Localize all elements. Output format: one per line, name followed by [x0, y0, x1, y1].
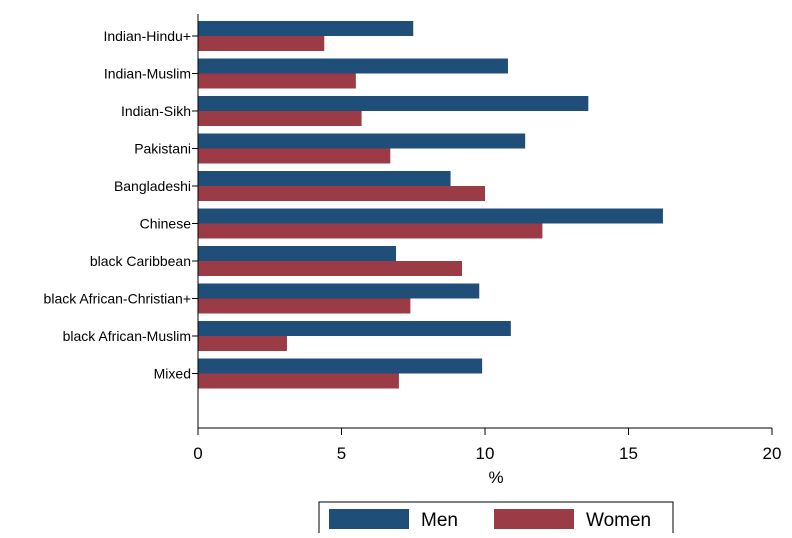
x-tick-label: 5	[337, 444, 346, 463]
x-tick-label: 0	[193, 444, 202, 463]
category-label: Mixed	[154, 366, 191, 382]
bar-women-0	[198, 36, 325, 51]
bar-women-5	[198, 223, 543, 239]
legend-label-men: Men	[421, 510, 458, 531]
x-tick-label: 20	[763, 444, 782, 463]
x-tick-label: 15	[619, 444, 638, 463]
bar-women-3	[198, 148, 391, 164]
bar-men-4	[198, 171, 451, 186]
category-label: Pakistani	[134, 141, 191, 157]
bar-women-2	[198, 111, 362, 126]
bar-women-6	[198, 261, 463, 276]
bar-men-8	[198, 321, 511, 336]
category-label: black African-Muslim	[63, 328, 191, 344]
legend-label-women: Women	[586, 510, 651, 531]
category-label: Indian-Muslim	[104, 66, 191, 82]
x-axis-ticks: 0 5 10 15 20	[193, 428, 781, 463]
bar-women-7	[198, 298, 411, 314]
category-label: black African-Christian+	[44, 291, 191, 307]
category-label: Indian-Sikh	[121, 103, 191, 119]
category-label: Bangladeshi	[114, 178, 191, 194]
bar-women-9	[198, 373, 399, 389]
bars-group	[198, 21, 663, 389]
legend-swatch-women	[494, 509, 574, 529]
bar-men-5	[198, 208, 663, 224]
category-labels: Indian-Hindu+ Indian-Muslim Indian-Sikh Pak…	[44, 28, 198, 382]
bar-men-0	[198, 21, 414, 36]
bar-men-3	[198, 133, 526, 149]
bar-men-7	[198, 283, 480, 299]
x-axis-title: %	[488, 468, 503, 487]
category-label: black Caribbean	[90, 253, 191, 269]
category-label: Indian-Hindu+	[103, 28, 191, 44]
bar-men-9	[198, 358, 483, 374]
bar-men-2	[198, 96, 589, 111]
bar-men-6	[198, 246, 397, 261]
category-label: Chinese	[140, 216, 192, 232]
legend: Men Women	[318, 501, 674, 538]
bar-women-4	[198, 186, 485, 201]
legend-swatch-men	[329, 509, 409, 529]
bar-women-1	[198, 73, 356, 89]
bar-men-1	[198, 58, 508, 74]
bar-women-8	[198, 336, 287, 351]
x-tick-label: 10	[476, 444, 495, 463]
